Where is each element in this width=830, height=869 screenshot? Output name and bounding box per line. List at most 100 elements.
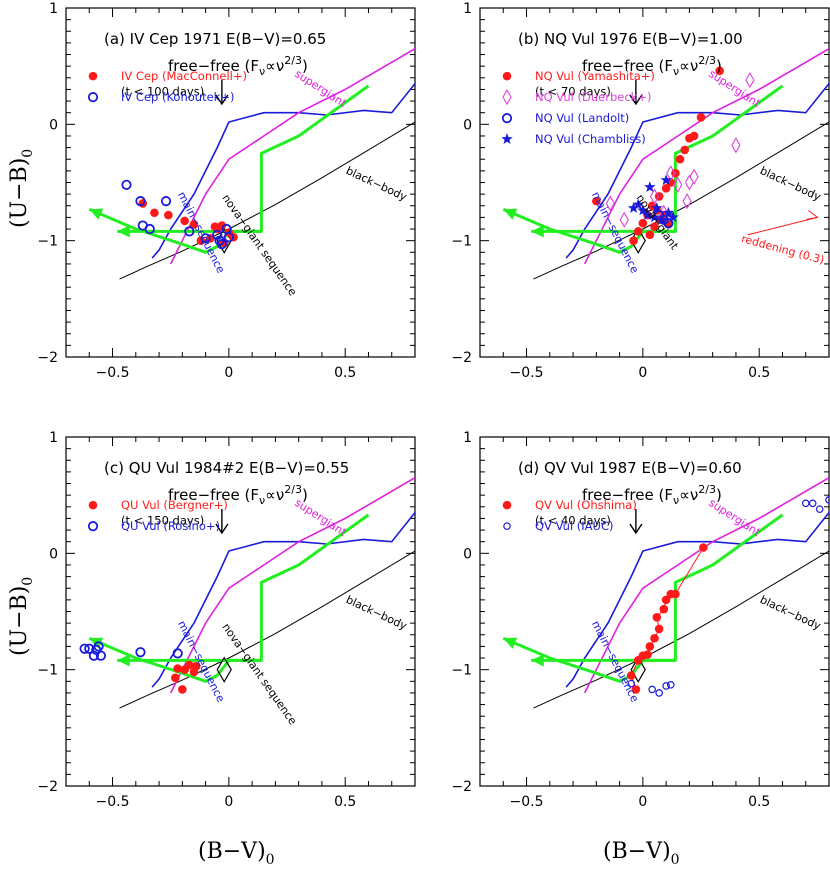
data-point-filled (652, 613, 662, 622)
y-tick-label: 1 (49, 1, 58, 17)
series-blue (79, 641, 183, 661)
data-point-filled (191, 661, 201, 671)
legend-label: IV Cep (MacConnell+) (121, 69, 247, 83)
data-point-star (501, 133, 513, 144)
y-tick-label: 1 (49, 430, 58, 446)
data-point-star (662, 206, 675, 218)
data-point-open (160, 196, 172, 207)
reddening-arrowhead-icon (806, 210, 819, 220)
free-free-label: free−free (Fν∝ν2/3) (582, 54, 722, 78)
supergiant-curve (583, 477, 829, 694)
data-point-filled (659, 604, 669, 614)
reddening-vector-line (747, 216, 818, 236)
data-point-filled (164, 210, 173, 220)
data-point-star (648, 211, 661, 223)
data-point-filled (680, 145, 690, 155)
time-range-note: (t < 40 days) (535, 513, 611, 527)
data-point-diamond (502, 89, 512, 106)
legend-item: QV Vul (IAUC) (503, 519, 613, 533)
free-free-diamond-marker (630, 656, 646, 683)
series-blue (627, 496, 829, 697)
data-point-filled (88, 71, 98, 81)
reddening-label: reddening (0.3) (740, 232, 826, 267)
data-point-filled (178, 685, 187, 694)
data-point-star (651, 202, 663, 213)
legend-label: NQ Vul (Yamashita+) (535, 69, 655, 83)
legend-item: IV Cep (MacConnell+) (88, 69, 247, 83)
blackbody-label: black−body (758, 164, 823, 204)
data-point-diamond (649, 188, 660, 205)
data-point-open (648, 685, 656, 694)
data-point-diamond (689, 168, 699, 185)
supergiant-curve (583, 48, 829, 265)
series-red (171, 660, 201, 694)
legend-label: NQ Vul (Chambliss) (535, 132, 646, 146)
data-point-filled (661, 595, 671, 605)
free-free-arrowhead-icon (629, 523, 643, 535)
panel-title: (b) NQ Vul 1976 E(B−V)=1.00 (518, 30, 743, 48)
data-point-filled (654, 624, 664, 634)
free-free-diamond-marker (216, 656, 232, 683)
data-point-filled (629, 236, 638, 245)
panel-b: −0.5 0 0.5−2−101black−bodymain−sequencesup… (451, 1, 830, 381)
data-point-open (79, 643, 90, 654)
time-range-note: (t < 150 days) (121, 513, 204, 527)
legend-label: QU Vul (Rosino+) (121, 519, 220, 533)
y-tick-label: −2 (37, 779, 58, 795)
data-point-open (801, 499, 810, 508)
data-point-open (212, 229, 223, 240)
data-point-filled (631, 685, 641, 694)
legend-item: NQ Vul (Duerbeck+) (502, 89, 651, 106)
data-point-filled (173, 664, 182, 673)
free-free-arrowhead-icon (629, 94, 643, 106)
data-point-open (501, 113, 513, 124)
y-tick-label: −1 (451, 663, 472, 679)
data-point-filled (189, 220, 199, 229)
data-point-filled (502, 71, 512, 81)
free-free-label: free−free (Fν∝ν2/3) (582, 483, 722, 507)
blackbody-label: black−body (758, 593, 823, 633)
data-point-filled (650, 633, 659, 643)
data-point-star (641, 209, 654, 220)
y-tick-label: 0 (463, 117, 472, 133)
data-point-filled (650, 222, 659, 232)
data-point-open (88, 650, 100, 661)
data-point-star (667, 211, 679, 223)
green-arrowhead-icon (117, 654, 130, 667)
nova-giant-sequence-line (88, 84, 370, 254)
plot-area (88, 48, 415, 280)
supergiant-label: supergiant (706, 496, 763, 539)
plot-area (502, 48, 829, 280)
x-tick-label: 0 (638, 365, 647, 381)
time-range-note: (t < 70 days) (535, 84, 611, 98)
y-tick-label: 0 (49, 546, 58, 562)
legend-label: NQ Vul (Duerbeck+) (535, 90, 651, 104)
legend-item: NQ Vul (Chambliss) (501, 132, 646, 146)
data-point-diamond (605, 195, 615, 212)
x-axis-label-left: (B−V)0 (198, 839, 275, 868)
data-point-filled (696, 113, 706, 122)
panel-a: −0.5 0 0.5−2−101black−bodymain−sequencesup… (37, 1, 416, 381)
free-free-arrowhead-icon (215, 94, 229, 106)
data-point-diamond (619, 211, 629, 228)
green-arrowhead-icon (531, 225, 544, 238)
data-point-star (660, 174, 672, 185)
supergiant-label: supergiant (292, 67, 349, 110)
x-tick-label: −0.5 (96, 365, 130, 381)
data-point-open (662, 682, 670, 690)
x-tick-label: 0 (224, 794, 233, 810)
free-free-label: free−free (Fν∝ν2/3) (168, 54, 308, 78)
data-point-filled (150, 208, 159, 218)
green-arrowhead-icon (89, 208, 104, 220)
green-arrowhead-icon (503, 637, 518, 649)
data-point-filled (138, 199, 148, 208)
series-red (626, 543, 708, 694)
y-axis-label-bottom: (U−B)0 (7, 577, 36, 656)
data-point-open (808, 499, 817, 508)
data-point-filled (645, 230, 655, 240)
data-point-filled (592, 196, 601, 206)
data-point-open (95, 650, 107, 661)
panel-title: (c) QU Vul 1984#2 E(B−V)=0.55 (104, 459, 349, 477)
data-point-filled (217, 221, 227, 230)
